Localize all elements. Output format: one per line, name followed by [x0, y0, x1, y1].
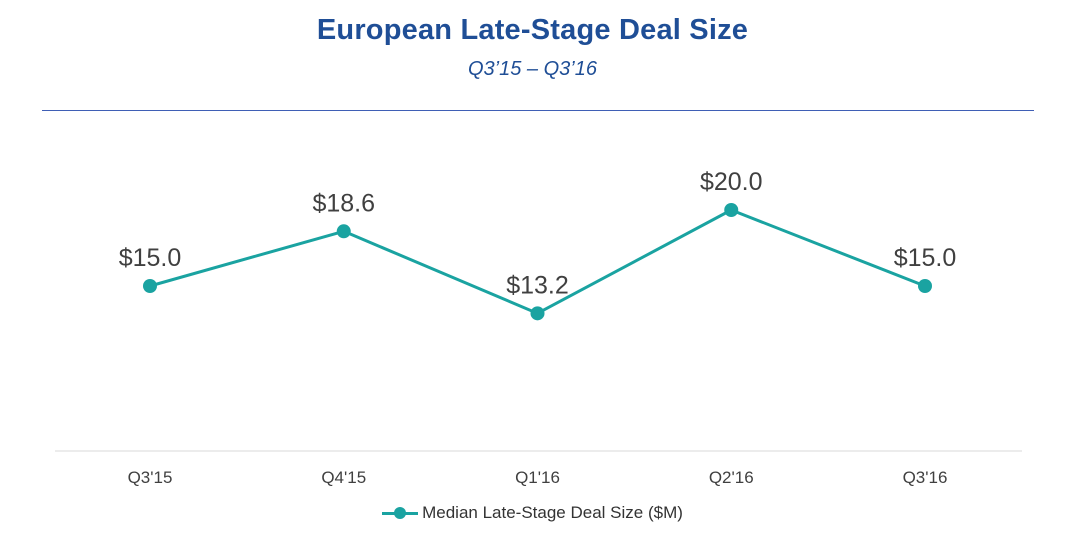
x-tick-label: Q1'16: [515, 468, 560, 487]
data-point: [724, 203, 739, 217]
data-point: [336, 224, 351, 239]
legend-label: Median Late-Stage Deal Size ($M): [422, 503, 683, 522]
data-point: [143, 279, 157, 293]
data-label: $18.6: [312, 189, 375, 217]
data-label: $13.2: [506, 271, 569, 299]
x-tick-label: Q3'15: [128, 468, 173, 487]
chart-legend: Median Late-Stage Deal Size ($M): [0, 503, 1065, 525]
title-divider: [42, 110, 1034, 111]
data-label: $15.0: [894, 244, 957, 272]
x-tick-label: Q2'16: [709, 468, 754, 487]
x-tick-label: Q3'16: [903, 468, 948, 487]
data-point: [530, 306, 545, 321]
legend-marker-icon: [382, 506, 419, 520]
chart-title: European Late-Stage Deal Size: [316, 14, 749, 46]
data-label: $15.0: [119, 244, 182, 272]
x-tick-label: Q4'15: [321, 468, 366, 487]
chart-subtitle: Q3’15 – Q3’16: [468, 58, 597, 80]
data-label: $20.0: [700, 168, 763, 196]
data-point: [918, 279, 932, 293]
